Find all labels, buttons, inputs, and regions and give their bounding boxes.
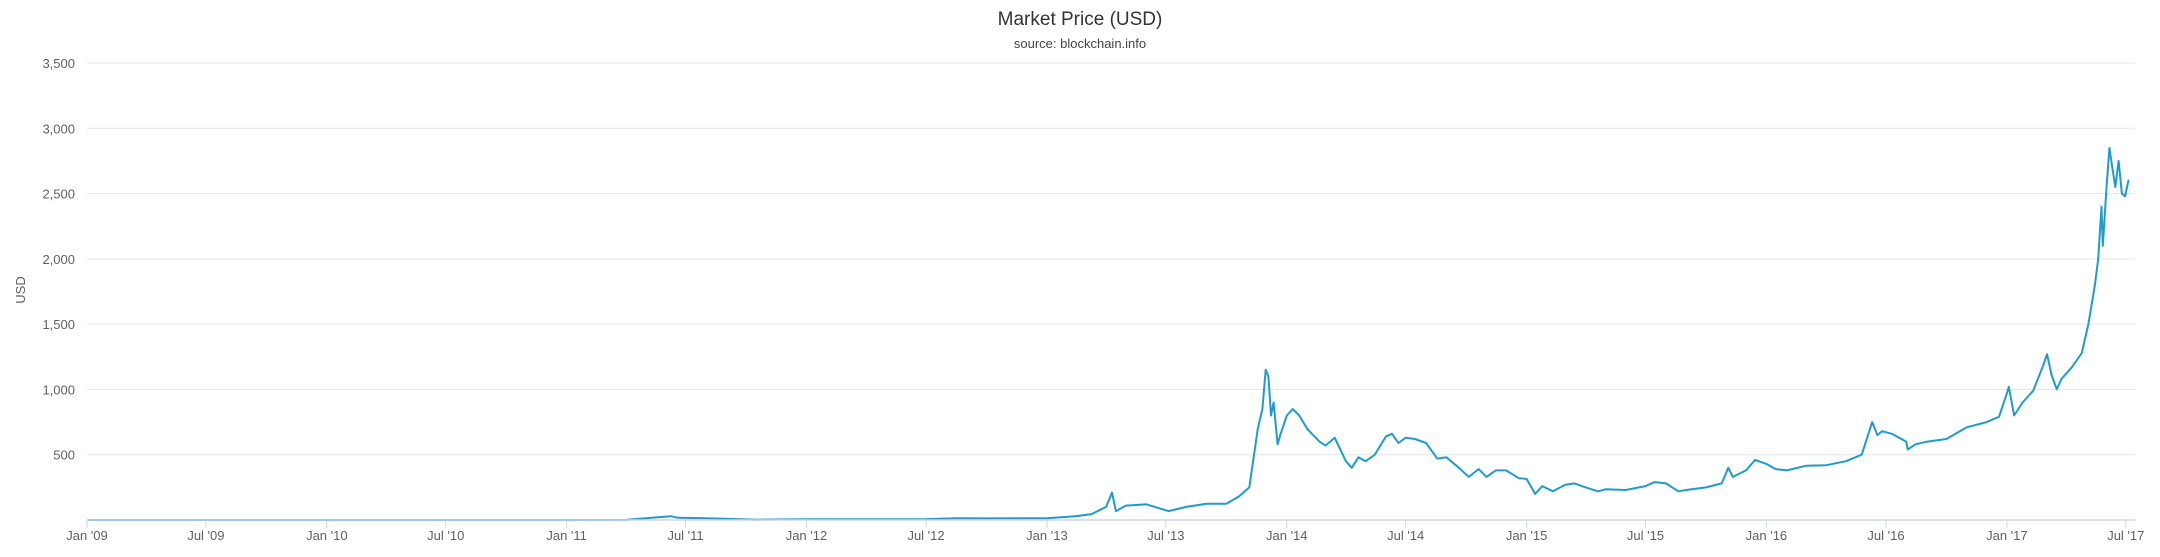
- y-tick-label: 1,500: [42, 317, 75, 332]
- x-tick-label: Jul '11: [667, 528, 703, 543]
- y-tick-labels: 500 1,000 1,500 2,000 2,500 3,000 3,500: [42, 56, 75, 463]
- y-tick-label: 2,000: [42, 252, 75, 267]
- x-tick-label: Jan '15: [1506, 528, 1548, 543]
- x-tick-label: Jul '14: [1387, 528, 1424, 543]
- x-tick-label: Jan '14: [1266, 528, 1308, 543]
- chart-title: Market Price (USD): [998, 9, 1163, 30]
- x-tick-label: Jan '16: [1746, 528, 1788, 543]
- x-tick-label: Jul '09: [187, 528, 224, 543]
- x-tick-label: Jan '13: [1026, 528, 1068, 543]
- y-tick-label: 500: [53, 448, 75, 463]
- y-tick-label: 1,000: [42, 382, 75, 397]
- x-tick-label: Jul '10: [427, 528, 464, 543]
- chart-subtitle: source: blockchain.info: [1014, 36, 1146, 51]
- x-tick-label: Jan '11: [546, 528, 587, 543]
- series-layer: [87, 146, 2130, 521]
- y-tick-label: 3,000: [42, 121, 75, 136]
- y-tick-label: 2,500: [42, 187, 75, 202]
- x-tick-labels: Jan '09 Jul '09 Jan '10 Jul '10 Jan '11 Jul '…: [66, 520, 2144, 543]
- x-tick-label: Jan '12: [786, 528, 828, 543]
- x-tick-label: Jul '13: [1147, 528, 1184, 543]
- grid-layer: [87, 62, 2135, 456]
- x-tick-label: Jan '09: [66, 528, 108, 543]
- x-tick-label: Jul '15: [1627, 528, 1664, 543]
- x-tick-label: Jul '12: [907, 528, 944, 543]
- y-axis-title: USD: [13, 276, 28, 303]
- series-line: [87, 146, 2130, 521]
- x-tick-label: Jul '17: [2107, 528, 2144, 543]
- x-tick-label: Jul '16: [1867, 528, 1904, 543]
- x-tick-label: Jan '10: [306, 528, 348, 543]
- y-tick-label: 3,500: [42, 56, 75, 71]
- x-tick-label: Jan '17: [1986, 528, 2028, 543]
